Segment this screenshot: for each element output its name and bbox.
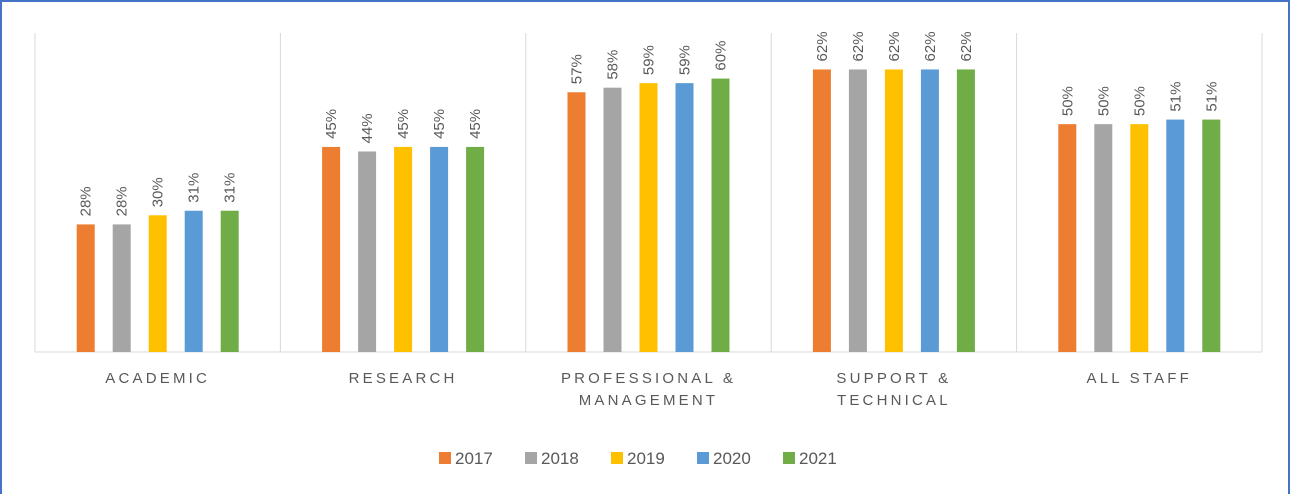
data-label: 51% — [1167, 82, 1184, 112]
legend-label: 2019 — [627, 449, 665, 468]
bar — [76, 224, 95, 352]
data-label: 59% — [641, 45, 658, 75]
data-label: 50% — [1095, 86, 1112, 116]
legend-label: 2020 — [713, 449, 751, 468]
bar — [184, 210, 203, 352]
data-label: 45% — [431, 109, 448, 139]
bar — [603, 87, 622, 352]
data-label: 62% — [922, 31, 939, 61]
bar — [639, 83, 658, 352]
bar — [358, 151, 377, 352]
data-label: 51% — [1203, 82, 1220, 112]
data-label: 59% — [677, 45, 694, 75]
data-label: 57% — [569, 54, 586, 84]
x-tick-label: PROFESSIONAL & MANAGEMENT — [560, 370, 737, 409]
data-label: 44% — [359, 113, 376, 143]
bar — [848, 69, 867, 352]
legend-swatch — [783, 452, 795, 464]
bar — [1094, 124, 1113, 353]
bar — [1202, 119, 1221, 352]
data-label: 45% — [467, 109, 484, 139]
bar — [675, 83, 694, 352]
data-label: 58% — [605, 50, 622, 80]
bar — [920, 69, 939, 352]
data-label: 60% — [713, 41, 730, 71]
legend-swatch — [525, 452, 537, 464]
bar — [148, 215, 167, 352]
bar — [322, 146, 341, 352]
legend-swatch — [611, 452, 623, 464]
bar — [812, 69, 831, 352]
bar — [430, 146, 449, 352]
data-label: 45% — [395, 109, 412, 139]
data-label: 50% — [1059, 86, 1076, 116]
x-tick-label: RESEARCH — [348, 370, 458, 387]
bar — [884, 69, 903, 352]
bar — [956, 69, 975, 352]
data-label: 62% — [814, 31, 831, 61]
data-label: 62% — [958, 31, 975, 61]
data-label: 62% — [886, 31, 903, 61]
bar — [112, 224, 131, 352]
bar — [567, 92, 586, 352]
x-tick-label: ALL STAFF — [1086, 370, 1193, 387]
x-tick-label: SUPPORT & TECHNICAL — [836, 370, 952, 409]
bar — [1130, 124, 1149, 353]
bar — [1166, 119, 1185, 352]
legend-label: 2018 — [541, 449, 579, 468]
legend-swatch — [697, 452, 709, 464]
data-label: 28% — [114, 186, 131, 216]
data-label: 31% — [186, 173, 203, 203]
data-label: 50% — [1131, 86, 1148, 116]
data-label: 30% — [150, 177, 167, 207]
legend-label: 2021 — [799, 449, 837, 468]
bar — [394, 146, 413, 352]
data-label: 31% — [222, 173, 239, 203]
bar — [466, 146, 485, 352]
data-label: 62% — [850, 31, 867, 61]
bar — [1058, 124, 1077, 353]
x-tick-label: ACADEMIC — [105, 370, 211, 387]
legend-swatch — [439, 452, 451, 464]
data-label: 45% — [323, 109, 340, 139]
legend-label: 2017 — [455, 449, 493, 468]
data-label: 28% — [78, 186, 95, 216]
bar — [220, 210, 239, 352]
bar — [711, 78, 730, 353]
